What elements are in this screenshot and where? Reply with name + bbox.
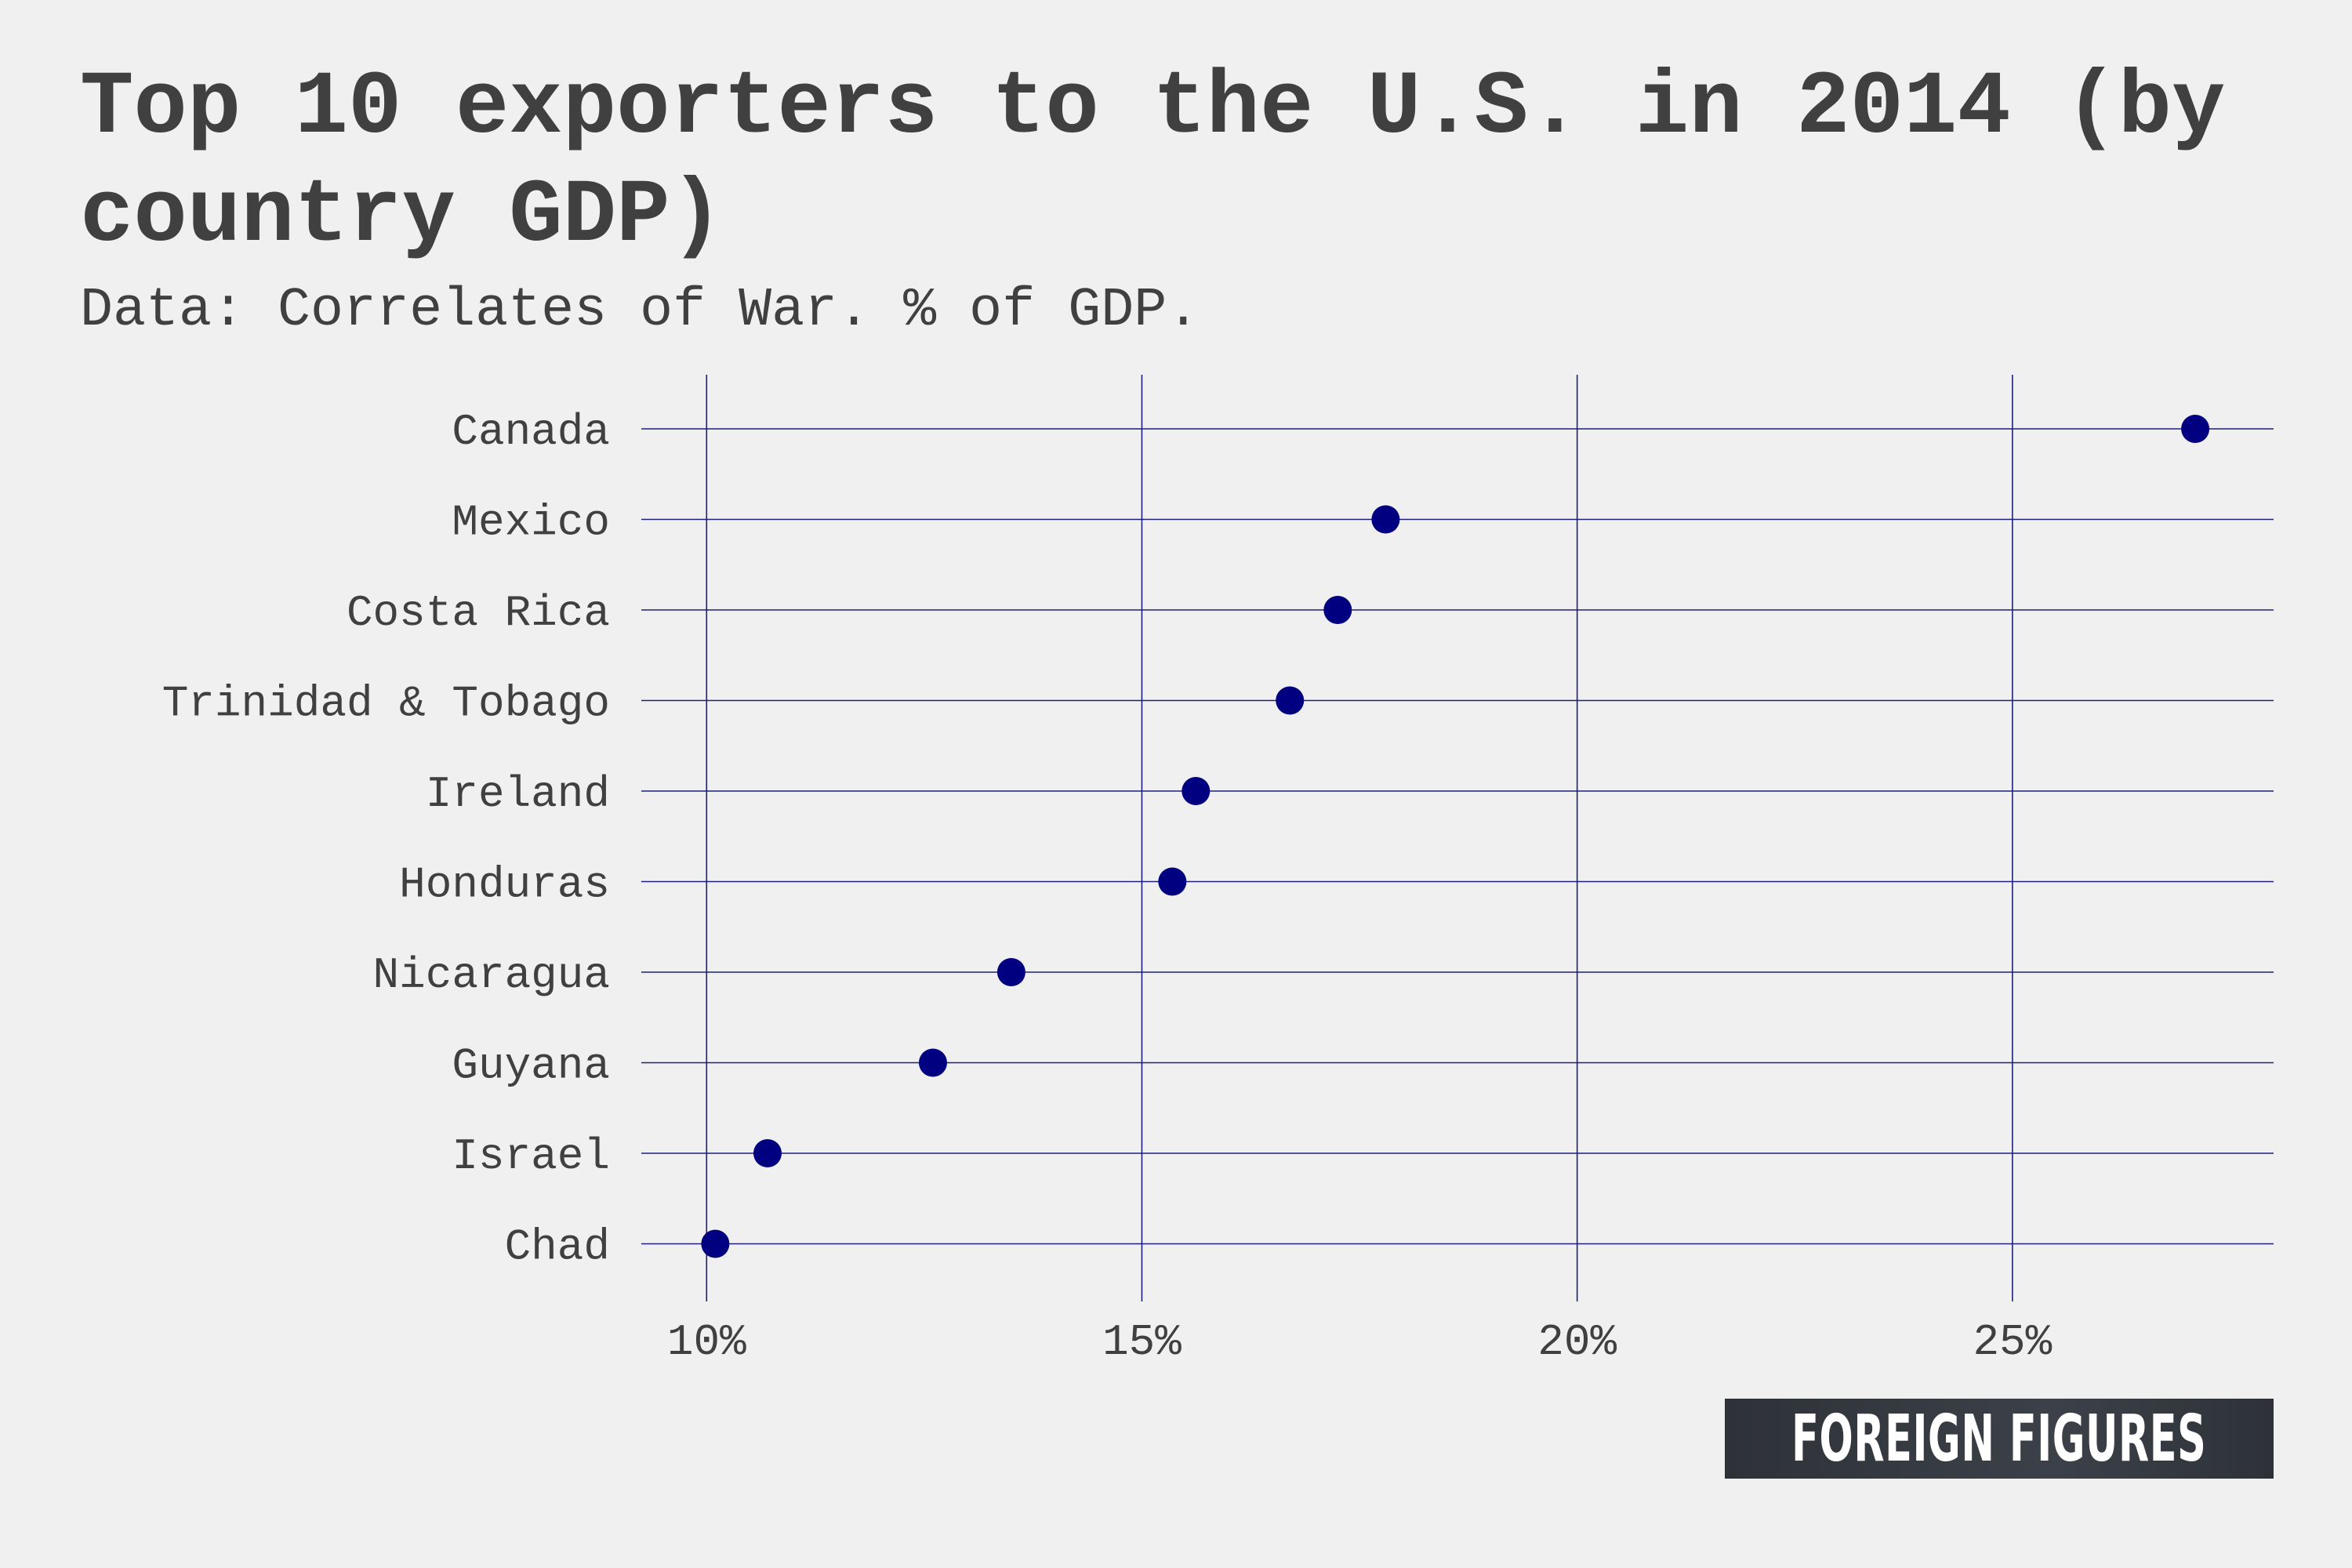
category-labels: Canada Mexico Costa Rica Trinidad & Tobago I… bbox=[162, 407, 610, 1272]
category-label: Canada bbox=[452, 407, 610, 457]
category-label: Mexico bbox=[452, 498, 610, 548]
data-point bbox=[701, 1229, 730, 1258]
data-point bbox=[1371, 505, 1400, 534]
category-label: Israel bbox=[452, 1131, 610, 1181]
category-label: Guyana bbox=[452, 1041, 610, 1091]
data-point bbox=[918, 1048, 947, 1077]
x-tick-labels: 10% 15% 20% 25% bbox=[667, 1317, 2053, 1367]
chart-title: Top 10 exporters to the U.S. in 2014 (by… bbox=[80, 58, 2226, 267]
data-point bbox=[753, 1139, 782, 1167]
x-tick-label: 20% bbox=[1537, 1317, 1617, 1367]
data-points bbox=[701, 415, 2210, 1258]
x-tick-label: 10% bbox=[667, 1317, 746, 1367]
category-label: Costa Rica bbox=[347, 588, 610, 638]
chart-subtitle: Data: Correlates of War. % of GDP. bbox=[80, 280, 1200, 342]
category-label: Honduras bbox=[399, 860, 610, 910]
horizontal-gridlines bbox=[641, 428, 2274, 1245]
foreign-figures-logo: FOREIGN FIGURES bbox=[1725, 1399, 2274, 1479]
category-label: Chad bbox=[505, 1222, 610, 1272]
data-point bbox=[1181, 777, 1210, 805]
category-label: Trinidad & Tobago bbox=[162, 679, 610, 729]
category-label: Ireland bbox=[426, 769, 610, 819]
x-tick-label: 15% bbox=[1102, 1317, 1181, 1367]
data-point bbox=[1323, 596, 1352, 624]
vertical-gridlines bbox=[706, 375, 2013, 1301]
logo-text: FOREIGN FIGURES bbox=[1791, 1401, 2207, 1476]
x-tick-label: 25% bbox=[1973, 1317, 2052, 1367]
category-label: Nicaragua bbox=[373, 950, 610, 1000]
data-point bbox=[1276, 686, 1305, 715]
data-point bbox=[996, 958, 1025, 986]
data-point bbox=[2181, 415, 2210, 443]
data-point bbox=[1158, 867, 1187, 896]
